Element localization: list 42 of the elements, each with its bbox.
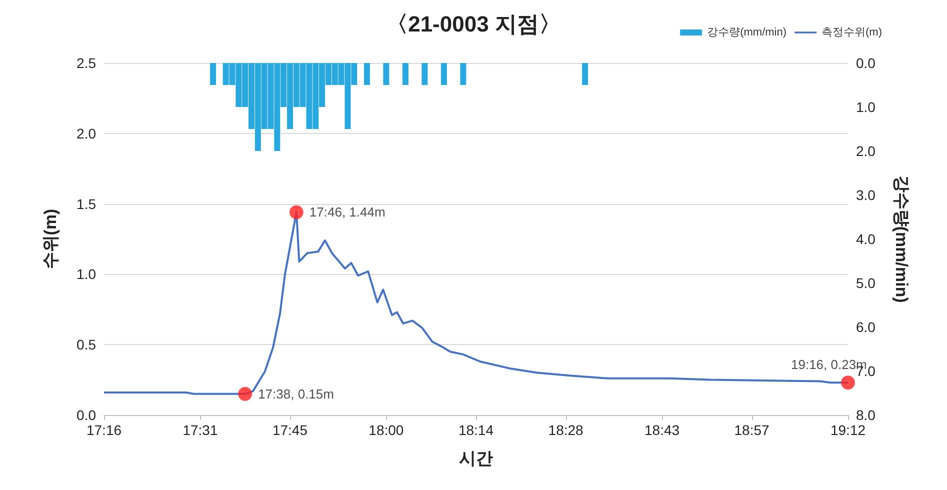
x-tick-label: 17:16 xyxy=(86,422,122,438)
x-tick-label: 19:12 xyxy=(830,422,866,438)
y2-axis-title: 강수량(mm/min) xyxy=(892,175,911,303)
legend-label: 강수량(mm/min) xyxy=(707,26,787,38)
bar xyxy=(383,63,390,85)
y-tick-label: 0.5 xyxy=(76,336,96,353)
x-tick-label: 18:57 xyxy=(734,422,770,438)
bar xyxy=(582,63,588,85)
bar xyxy=(364,63,370,85)
point xyxy=(238,386,252,401)
x-tick-label: 18:14 xyxy=(458,422,494,438)
y-axis-title: 수위(m) xyxy=(41,208,60,270)
legend-label: 측정수위(m) xyxy=(822,26,882,38)
y-tick-label: 0.0 xyxy=(76,407,96,423)
bar xyxy=(460,63,466,85)
y2-tick-label: 0.0 xyxy=(856,55,876,71)
bar xyxy=(440,63,447,85)
point xyxy=(289,205,304,220)
y2-tick-label: 4.0 xyxy=(856,231,876,247)
y2-tick-label: 6.0 xyxy=(856,319,876,335)
chart-title: 〈21-0003 지점〉 xyxy=(386,12,561,36)
x-tick-label: 17:45 xyxy=(272,422,308,438)
y2-tick-label: 5.0 xyxy=(856,275,876,291)
data-label: 17:38, 0.15m xyxy=(258,386,334,402)
y2-tick-label: 1.0 xyxy=(856,99,876,115)
x-tick-label: 18:43 xyxy=(644,422,680,438)
bar xyxy=(422,63,428,85)
x-tick-label: 18:00 xyxy=(368,422,404,438)
data-label: 17:46, 1.44m xyxy=(309,204,386,220)
y-tick-label: 1.0 xyxy=(76,266,96,282)
y-tick-label: 2.5 xyxy=(76,55,96,71)
y2-tick-label: 2.0 xyxy=(856,143,876,159)
x-tick-label: 17:31 xyxy=(182,422,218,438)
point xyxy=(841,376,855,390)
x-tick-label: 18:28 xyxy=(548,422,584,438)
y-tick-label: 1.5 xyxy=(76,196,96,212)
bar xyxy=(210,63,216,85)
x-axis-title: 시간 xyxy=(459,449,493,468)
y2-tick-label: 8.0 xyxy=(856,407,876,423)
bar xyxy=(402,63,408,85)
y-tick-label: 2.0 xyxy=(76,125,96,142)
y2-tick-label: 3.0 xyxy=(856,187,876,203)
